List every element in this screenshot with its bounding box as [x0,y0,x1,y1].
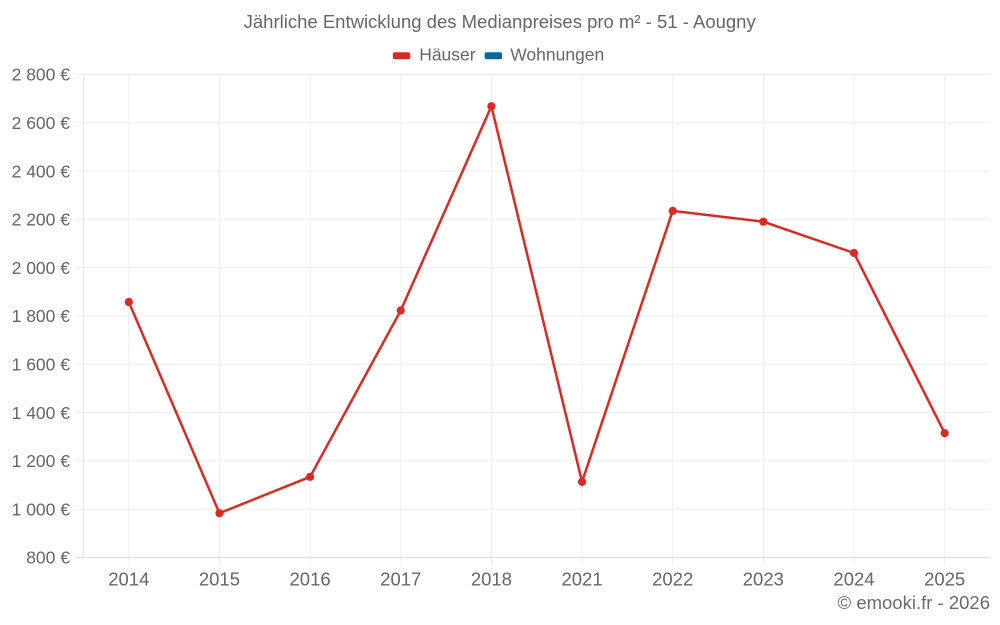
svg-text:2 000 €: 2 000 € [12,258,71,278]
svg-text:2018: 2018 [471,568,512,589]
svg-text:Häuser: Häuser [419,44,476,64]
svg-text:2017: 2017 [380,568,421,589]
svg-text:1 600 €: 1 600 € [12,355,71,375]
svg-text:2024: 2024 [833,568,874,589]
svg-text:2022: 2022 [652,568,693,589]
svg-text:2021: 2021 [561,568,602,589]
svg-text:2 600 €: 2 600 € [12,113,71,133]
svg-text:2 200 €: 2 200 € [12,210,71,230]
svg-text:2025: 2025 [924,568,965,589]
svg-text:800 €: 800 € [26,548,70,568]
svg-text:1 400 €: 1 400 € [12,403,71,423]
svg-text:Jährliche Entwicklung des Medi: Jährliche Entwicklung des Medianpreises … [244,11,757,32]
svg-text:2023: 2023 [743,568,784,589]
svg-text:1 000 €: 1 000 € [12,499,71,519]
svg-text:2015: 2015 [199,568,240,589]
svg-text:2016: 2016 [290,568,331,589]
svg-text:2014: 2014 [108,568,149,589]
svg-text:Wohnungen: Wohnungen [510,44,604,64]
svg-text:© emooki.fr - 2026: © emooki.fr - 2026 [838,592,990,613]
svg-text:1 200 €: 1 200 € [12,451,71,471]
svg-text:2 400 €: 2 400 € [12,161,71,181]
svg-text:2 800 €: 2 800 € [12,65,71,85]
svg-text:1 800 €: 1 800 € [12,306,71,326]
